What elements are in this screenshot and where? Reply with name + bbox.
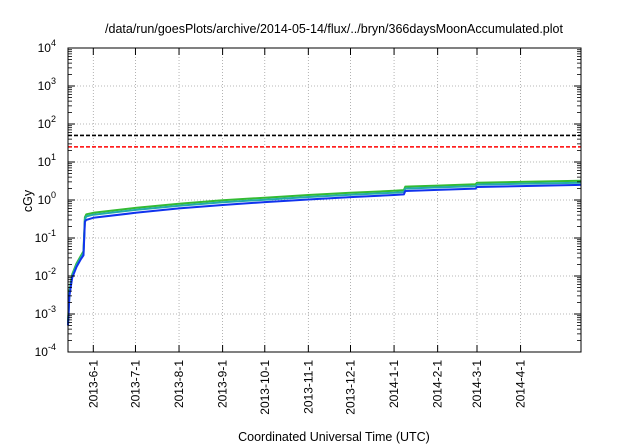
x-tick-label: 2013-6-1 [86,360,100,408]
x-tick-label: 2014-3-1 [470,360,484,408]
x-tick-label: 2013-11-1 [301,360,315,414]
y-tick-label: 10-3 [35,304,56,321]
chart-title: /data/run/goesPlots/archive/2014-05-14/f… [105,22,563,36]
series-line [67,181,582,326]
x-tick-label: 2014-2-1 [431,360,445,408]
y-tick-label: 101 [38,152,56,169]
plot-frame [67,47,582,353]
y-tick-label: 102 [38,114,56,131]
series-line [67,183,582,326]
x-tick-label: 2014-4-1 [514,360,528,408]
y-tick-labels: 10-4 10-3 10-2 10-1 100 101 102 103 104 [35,38,56,359]
grid [68,48,581,352]
y-tick-label: 104 [38,38,56,55]
y-tick-label: 100 [38,190,56,207]
x-tick-labels: 2013-6-1 2013-7-1 2013-8-1 2013-9-1 2013-10-… [86,360,527,415]
x-axis-label: Coordinated Universal Time (UTC) [238,430,430,444]
x-tick-label: 2013-10-1 [258,360,272,415]
threshold-lines [68,134,581,148]
y-tick-label: 10-1 [35,228,56,245]
x-tick-label: 2013-8-1 [172,360,186,408]
series-line [67,179,582,323]
x-tick-label: 2013-9-1 [216,360,230,408]
y-tick-label: 10-4 [35,342,56,359]
y-tick-label: 103 [38,76,56,93]
y-tick-label: 10-2 [35,266,56,283]
axis-ticks [68,47,581,353]
x-tick-label: 2014-1-1 [387,360,401,408]
x-tick-label: 2013-12-1 [344,360,358,415]
series-lines [67,179,582,326]
x-tick-label: 2013-7-1 [128,360,142,408]
y-axis-label: cGy [21,189,35,212]
